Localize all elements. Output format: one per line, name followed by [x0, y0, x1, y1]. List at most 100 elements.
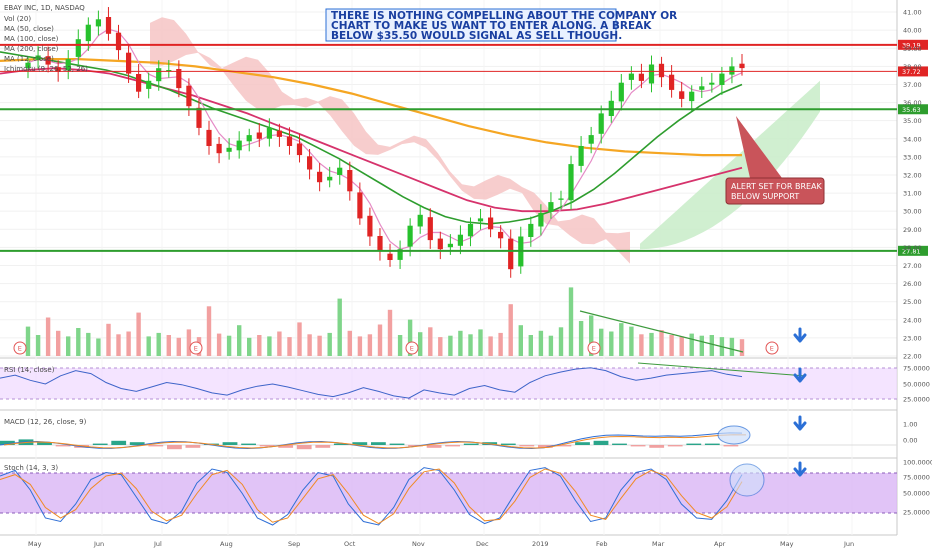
candle-body [115, 32, 122, 51]
macd-histogram-bar [500, 443, 516, 445]
price-tick-label: 30.00 [903, 208, 922, 216]
candle-body [457, 234, 463, 246]
candle-body [709, 82, 715, 85]
candle-body [337, 167, 343, 175]
candle-body [568, 164, 574, 201]
level-tag [898, 245, 928, 256]
volume-bar [568, 287, 574, 356]
candle-body [126, 52, 132, 74]
volume-bar [709, 335, 714, 356]
volume-bar [659, 330, 664, 356]
volume-bar [548, 335, 554, 356]
ma12-line [27, 28, 743, 250]
volume-bar [649, 332, 654, 356]
volume-bar [538, 330, 544, 356]
candle-body [176, 69, 182, 89]
macd-histogram-bar [426, 445, 442, 448]
candle-body [679, 91, 685, 99]
macd-pane-title: MACD (12, 26, close, 9) [4, 418, 87, 426]
ichimoku-cloud [150, 17, 820, 264]
price-tick-label: 39.00 [903, 45, 922, 53]
candle-body [327, 176, 333, 181]
candle-body [105, 17, 112, 34]
horizontal-levels: 39.19 37.72 35.63 27.81 E E E E E [0, 39, 928, 355]
axes: 41.00 40.00 39.00 38.00 37.00 36.00 35.00 34.00… [28, 9, 932, 548]
candle-body [296, 143, 303, 156]
candle-body [75, 39, 81, 57]
earnings-marker [587, 341, 601, 355]
pane-tick-label: 25.0000 [903, 509, 930, 517]
level-tag [898, 66, 928, 77]
macd-histogram-bar [704, 443, 720, 445]
candle-body [719, 73, 725, 85]
candle-body [286, 136, 293, 146]
candle-body [638, 73, 644, 81]
volume-bar [247, 337, 252, 356]
down-arrow-icon [793, 461, 807, 477]
volume-bar [116, 334, 121, 356]
macd-histogram-bar [37, 442, 52, 445]
volume-bar [76, 328, 81, 356]
pane-tick-label: 50.0000 [903, 381, 930, 389]
volume-bar [277, 331, 282, 356]
volume-bar [689, 333, 694, 356]
volume-bar [619, 323, 624, 356]
price-tick-label: 32.00 [903, 171, 922, 179]
x-tick-label: Dec [476, 540, 489, 548]
macd-histogram-bar [315, 445, 331, 448]
volume-bar [176, 337, 181, 356]
top-annotation-box [325, 8, 617, 42]
level-tag-label: 37.72 [902, 68, 921, 76]
macd-histogram-bar [630, 445, 646, 447]
candle-body [156, 68, 162, 82]
volume-bar [468, 334, 473, 356]
earnings-marker-label: E [770, 345, 774, 353]
candle-body [367, 215, 373, 237]
volume-bar [739, 339, 745, 356]
volume-bar [599, 328, 604, 356]
earnings-marker-label: E [592, 345, 596, 353]
candle-body [377, 236, 383, 251]
volume-bar [357, 336, 363, 356]
macd-histogram-bar [463, 443, 479, 445]
candle-body [498, 231, 504, 239]
top-annotation-line-3: BELOW $35.50 WOULD SIGNAL AS SELL THOUGH… [331, 30, 622, 42]
earnings-marker [765, 341, 779, 355]
candle-body [387, 253, 393, 260]
candle-body [538, 213, 544, 227]
earnings-marker [189, 341, 203, 355]
candle-body [417, 214, 423, 227]
price-tick-label: 33.00 [903, 153, 922, 161]
rsi-trendline [637, 362, 807, 377]
volume-bar [226, 335, 232, 356]
candle-body [357, 192, 363, 219]
volume-bar [45, 317, 51, 356]
candle-body [548, 202, 554, 212]
macd-histogram-bar [408, 445, 423, 447]
candle-body [648, 64, 655, 84]
x-tick-label: Nov [412, 540, 425, 548]
candle-body [196, 107, 202, 128]
macd-histogram-bar [352, 442, 368, 445]
candle-body [307, 156, 313, 170]
macd-histogram-bar [185, 445, 201, 448]
macd-histogram-bar [538, 445, 553, 448]
candle-body [35, 55, 41, 60]
level-tag-label: 39.19 [902, 41, 921, 49]
price-tick-label: 26.00 [903, 280, 922, 288]
candle-body [246, 135, 252, 142]
candle-body [55, 67, 61, 72]
volume-bar [237, 325, 242, 356]
price-tick-label: 24.00 [903, 316, 922, 324]
ma50-line [0, 51, 743, 225]
candle-body [65, 59, 71, 71]
macd-histogram-bar [241, 443, 256, 445]
volume-bar [297, 322, 302, 356]
volume-bar [407, 319, 413, 356]
x-tick-label: 2019 [532, 540, 549, 548]
volume-bar [478, 329, 483, 356]
price-tick-label: 31.00 [903, 190, 922, 198]
volume-bar [136, 312, 141, 356]
volume-bars [25, 287, 745, 356]
